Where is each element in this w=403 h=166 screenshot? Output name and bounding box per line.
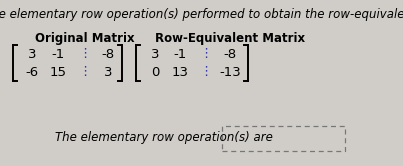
Text: 3: 3 — [104, 66, 112, 79]
Text: 13: 13 — [172, 66, 189, 79]
Text: -1: -1 — [51, 47, 64, 60]
Text: ⋮: ⋮ — [78, 47, 91, 60]
Text: -6: -6 — [25, 66, 39, 79]
Text: -1: -1 — [173, 47, 187, 60]
Text: 3: 3 — [28, 47, 36, 60]
Text: Original Matrix: Original Matrix — [35, 32, 135, 45]
Text: -8: -8 — [223, 47, 237, 60]
Text: 3: 3 — [151, 47, 159, 60]
Text: 0: 0 — [151, 66, 159, 79]
Text: The elementary row operation(s) are: The elementary row operation(s) are — [55, 131, 273, 144]
Text: Identify the elementary row operation(s) performed to obtain the row-equivalent : Identify the elementary row operation(s)… — [0, 8, 403, 21]
Text: Row-Equivalent Matrix: Row-Equivalent Matrix — [155, 32, 305, 45]
Text: ⋮: ⋮ — [199, 66, 213, 79]
Text: -8: -8 — [102, 47, 114, 60]
Text: 15: 15 — [50, 66, 66, 79]
Text: -13: -13 — [219, 66, 241, 79]
Text: ⋮: ⋮ — [199, 47, 213, 60]
Text: ⋮: ⋮ — [78, 66, 91, 79]
